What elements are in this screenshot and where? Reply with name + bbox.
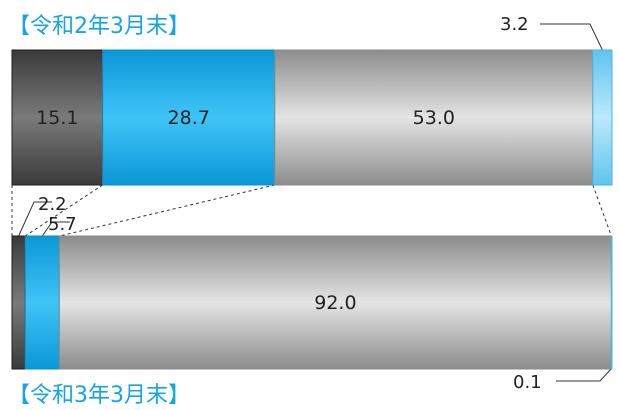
callout-line-0-1: [556, 368, 612, 382]
connector-seg3: [592, 184, 612, 237]
callout-label-5-7: 5.7: [48, 214, 77, 235]
bar-segment-0-3: [592, 49, 613, 186]
connector-seg2: [59, 184, 275, 237]
callout-label-0-1: 0.1: [513, 372, 542, 393]
connector-lines: [11, 23, 612, 382]
bar-segment-0-1: [102, 49, 276, 186]
bar-segment-1-3: [610, 235, 613, 370]
bars: [11, 49, 613, 370]
value-labels: 15.1 28.7 53.0 92.0 3.2 2.25.7 0.1: [36, 14, 541, 393]
title-2021: 【令和3年3月末】: [8, 383, 190, 408]
data-label-0-1: 28.7: [168, 107, 210, 129]
title-2020: 【令和2年3月末】: [8, 14, 190, 39]
callout-line-2-2: [18, 201, 52, 237]
bar-segment-1-1: [24, 235, 60, 370]
data-label-0-2: 53.0: [413, 107, 455, 129]
callout-line-3-2: [540, 23, 603, 51]
bar-segment-1-2: [58, 235, 612, 370]
bar-segment-0-0: [11, 49, 104, 186]
callout-label-2-2: 2.2: [38, 194, 67, 215]
bar-segment-1-0: [11, 235, 26, 370]
data-label-1-2: 92.0: [314, 292, 356, 314]
callout-line-5-7: [41, 221, 70, 237]
data-label-0-0: 15.1: [36, 107, 78, 129]
callout-label-3-2: 3.2: [500, 14, 529, 35]
bar-segment-0-2: [274, 49, 594, 186]
